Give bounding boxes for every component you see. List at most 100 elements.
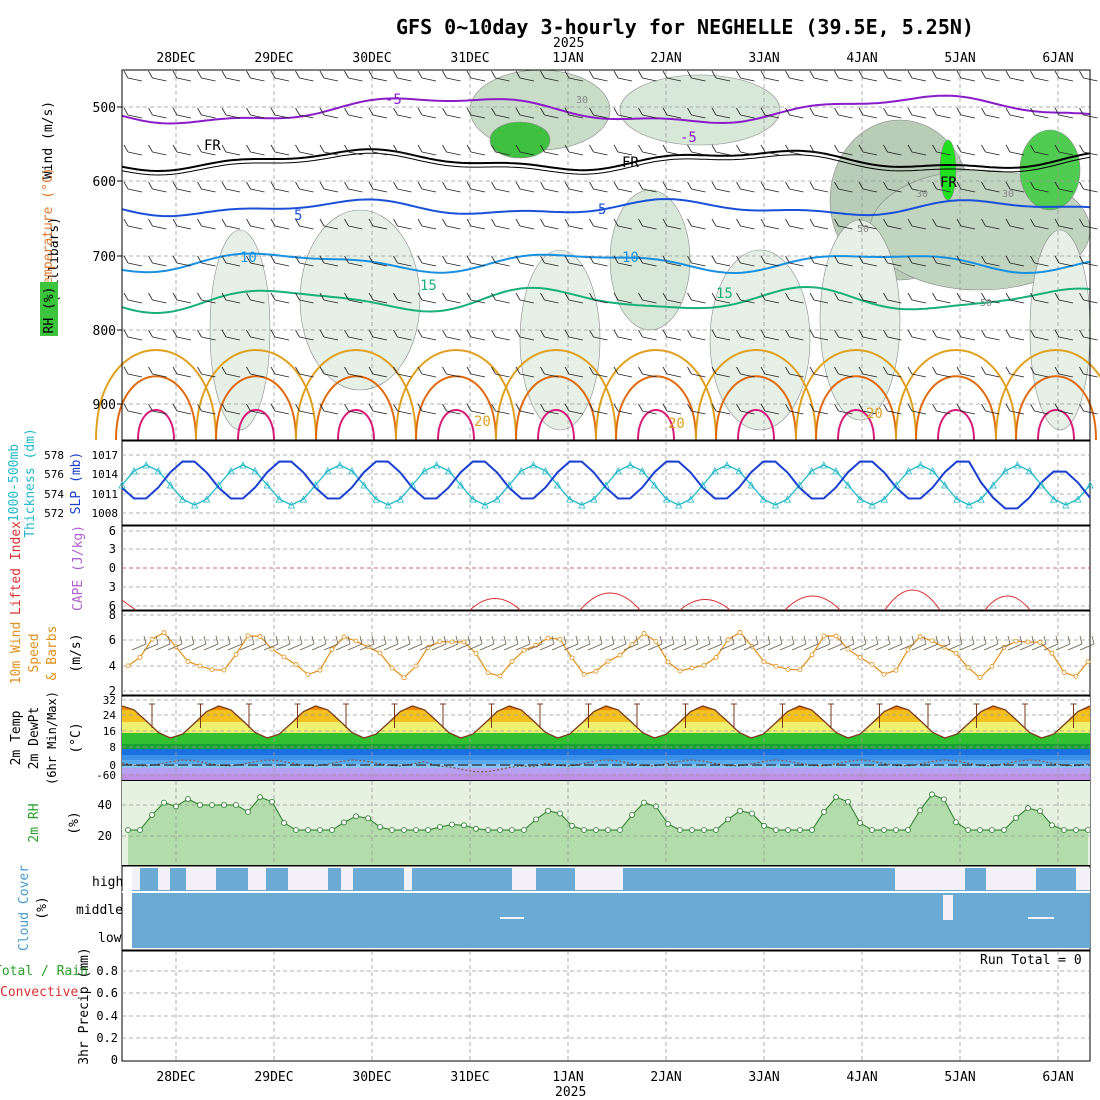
wind-barb xyxy=(638,181,643,190)
wind-barb xyxy=(687,70,692,79)
wind-speed-point xyxy=(1049,650,1055,656)
thickness-label-1: 1000-500mb xyxy=(7,444,22,522)
wind-speed-point xyxy=(137,654,143,660)
wind-barb xyxy=(250,410,265,415)
thickness-point xyxy=(541,466,550,475)
wind-barb xyxy=(715,151,731,156)
wind-barb xyxy=(479,643,495,651)
wind-barb xyxy=(519,114,535,119)
freezing-level-contour xyxy=(121,148,1091,173)
wind-barb xyxy=(760,403,766,412)
rh-point xyxy=(461,822,467,829)
wind-barb xyxy=(225,299,241,304)
rh-point xyxy=(281,819,287,826)
thickness-point xyxy=(457,481,465,489)
wind-barb xyxy=(221,329,227,338)
wind-barb xyxy=(397,151,412,156)
wind-barb xyxy=(372,336,388,341)
thickness-point xyxy=(203,495,211,503)
rh-point xyxy=(941,796,947,803)
wind-barb xyxy=(152,336,167,341)
wind-barb xyxy=(785,329,790,338)
wind-barb xyxy=(344,292,349,301)
wind-barb xyxy=(767,635,771,645)
temperature-arch-contour xyxy=(995,349,1100,441)
wind-barb xyxy=(611,643,627,651)
wind-barb xyxy=(172,107,178,116)
wind-barb xyxy=(760,70,766,79)
rh-point xyxy=(929,791,935,798)
wind-barb xyxy=(246,329,251,338)
wind-barb xyxy=(671,635,675,645)
rh-point xyxy=(833,794,839,801)
wind-barb xyxy=(540,403,545,412)
precip-tick-label: 0.2 xyxy=(96,1031,118,1045)
wind-barb xyxy=(803,635,807,645)
wind-barb xyxy=(764,299,780,304)
wind-barb xyxy=(691,373,706,378)
dewpoint-line xyxy=(121,759,1091,773)
high-cloud-gap xyxy=(905,868,965,890)
wind-barb xyxy=(838,336,853,341)
thickness-point xyxy=(227,466,235,475)
wind-barb xyxy=(155,643,171,651)
wind-barb xyxy=(152,299,167,304)
wind-barb xyxy=(539,643,555,651)
wind-speed-point xyxy=(821,633,827,639)
thickness-point xyxy=(1025,466,1034,475)
wind-barb xyxy=(372,410,388,415)
wind-barb xyxy=(1019,643,1035,651)
wind-speed-point xyxy=(341,634,347,640)
wind-barb xyxy=(1034,225,1049,230)
wind-barb xyxy=(1030,70,1035,79)
wind-barb xyxy=(467,643,483,651)
slp-label: SLP (mb) xyxy=(69,452,84,515)
wind-barb xyxy=(1009,262,1025,267)
wind-speed-point xyxy=(377,650,383,656)
rh-point xyxy=(917,807,923,814)
wind-barb xyxy=(887,262,902,267)
wind-barb xyxy=(123,292,129,301)
wind-barb xyxy=(960,373,976,378)
wind-barb xyxy=(981,366,986,375)
wind-barb xyxy=(813,225,829,230)
wind-barb xyxy=(1030,218,1035,227)
thickness-point xyxy=(723,461,731,469)
wind-barb xyxy=(1079,181,1084,190)
wind-barb xyxy=(563,643,579,651)
wind-barb xyxy=(834,218,839,227)
wind-barb xyxy=(503,635,507,645)
wind-barb xyxy=(1058,262,1074,267)
wind-barb xyxy=(834,144,839,153)
wind-barb xyxy=(443,643,459,651)
wind-barb xyxy=(470,373,486,378)
thickness-point xyxy=(493,495,501,503)
stability-tick-label: 0 xyxy=(109,561,116,575)
wind-barb xyxy=(564,366,570,375)
wind-barb xyxy=(421,299,437,304)
wind-barb xyxy=(250,188,265,193)
wind-barb xyxy=(907,403,913,412)
wind-barb xyxy=(1034,336,1049,341)
rh-point xyxy=(329,827,335,833)
wind-barb xyxy=(335,643,351,651)
wind-barb xyxy=(172,403,178,412)
wind-barb xyxy=(172,144,178,153)
date-label-bottom: 6JAN xyxy=(1042,1070,1073,1085)
lifted-index-line xyxy=(469,598,521,611)
wind-barb xyxy=(123,70,129,79)
wind-barb xyxy=(152,114,167,119)
wind-barb xyxy=(519,336,535,341)
temp-tick-label: 24 xyxy=(103,709,117,722)
wind-barb xyxy=(287,643,303,651)
wind-speed-point xyxy=(905,647,911,653)
wind-barb xyxy=(519,373,535,378)
thickness-point xyxy=(1001,466,1009,475)
wind-barb xyxy=(862,77,878,82)
rh-point xyxy=(809,827,815,833)
wind-barb xyxy=(544,114,559,119)
wind-barb xyxy=(371,643,387,651)
wind-barb xyxy=(568,373,584,378)
wind-barb xyxy=(642,299,657,304)
